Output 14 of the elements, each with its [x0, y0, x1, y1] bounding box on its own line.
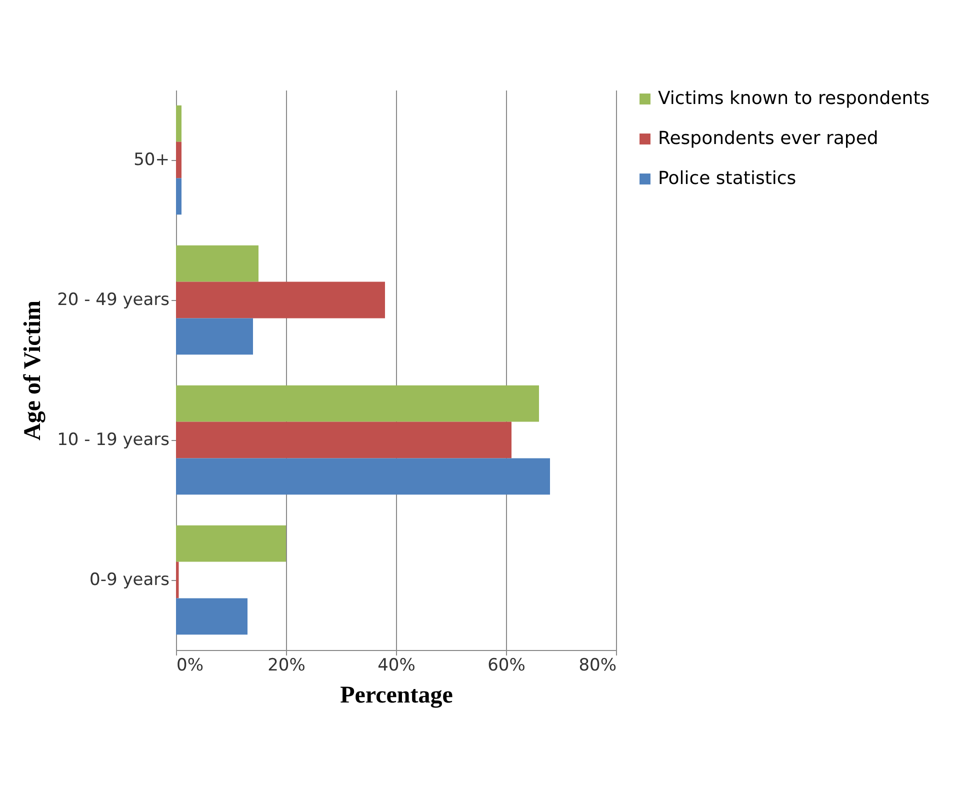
y-tick-label: 0-9 years — [90, 570, 170, 590]
y-tick-label: 20 - 49 years — [57, 290, 170, 310]
x-tick-label: 40% — [378, 656, 416, 676]
y-tick-label: 50+ — [134, 150, 170, 170]
legend-label: Victims known to respondents — [658, 88, 930, 109]
x-axis-title: Percentage — [340, 682, 454, 708]
y-axis-title: Age of Victim — [20, 300, 46, 440]
y-tick-label: 10 - 19 years — [57, 430, 170, 450]
x-tick-label: 0% — [176, 656, 204, 676]
x-tick-label: 60% — [488, 656, 526, 676]
x-tick-label: 80% — [578, 656, 616, 676]
x-tick-label: 20% — [268, 656, 306, 676]
legend-label: Respondents ever raped — [658, 128, 878, 149]
legend-label: Police statistics — [658, 168, 796, 189]
